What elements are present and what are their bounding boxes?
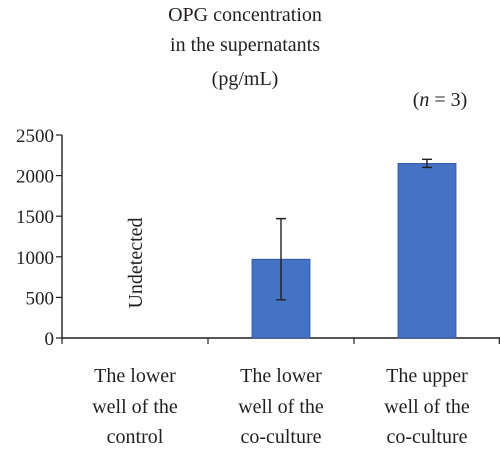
chart-title-line: (pg/mL): [212, 68, 279, 90]
bars: [251, 163, 457, 339]
x-category-label: The upper: [386, 365, 468, 387]
x-category-label: The lower: [240, 365, 322, 387]
value-label-undetected: Undetected: [125, 217, 147, 308]
sample-size-annotation: (n = 3): [413, 89, 468, 111]
x-category-label: co-culture: [240, 426, 321, 448]
chart-title: OPG concentration in the supernatants (pg/…: [168, 4, 322, 90]
y-tick-label: 0: [45, 329, 55, 350]
y-axis: 0 500 1000 1500 2000 2500: [16, 126, 63, 350]
value-labels: Undetected: [125, 217, 147, 308]
category-labels: The lower well of the control The lower well…: [92, 365, 470, 448]
x-category-label: co-culture: [386, 426, 467, 448]
chart-title-line: in the supernatants: [170, 34, 320, 56]
y-tick-label: 2000: [16, 167, 54, 188]
y-tick-label: 2500: [16, 126, 54, 147]
x-axis: [61, 337, 500, 344]
y-tick-label: 1000: [16, 248, 54, 269]
x-category-label: well of the: [92, 396, 178, 418]
y-tick-label: 1500: [16, 207, 54, 228]
error-bar: [276, 217, 286, 301]
chart-title-line: OPG concentration: [168, 4, 322, 26]
x-category-label: well of the: [238, 396, 324, 418]
error-bar: [422, 158, 432, 169]
y-tick-label: 500: [26, 288, 55, 309]
bar: [397, 163, 457, 339]
x-category-label: control: [107, 426, 164, 448]
x-category-label: well of the: [384, 396, 470, 418]
error-bars: [276, 158, 432, 301]
x-category-label: The lower: [94, 365, 176, 387]
